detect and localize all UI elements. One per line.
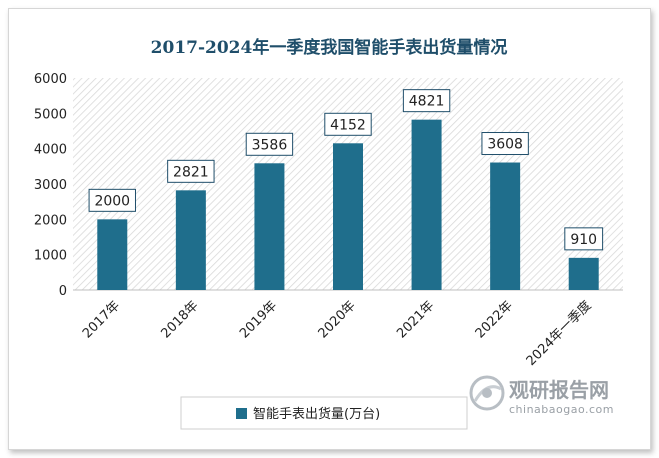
chart-svg: 2017-2024年一季度我国智能手表出货量情况 0 1000 2000 3000 40…: [34, 37, 623, 430]
legend-swatch: [236, 408, 247, 419]
data-label-box: [324, 112, 372, 136]
x-tick-label: 2020年: [316, 298, 359, 341]
x-tick-label: 2018年: [158, 298, 201, 341]
x-tick-label: 2024年一季度: [523, 298, 594, 369]
legend-box: [180, 396, 468, 430]
data-labels: 2000 2821 3586 4152 4821 3608 910: [88, 89, 604, 251]
x-tick-label: 2021年: [394, 298, 437, 341]
bar: [175, 190, 206, 290]
x-tick-label: 2019年: [237, 298, 280, 341]
watermark-brand: 观研报告网: [509, 378, 609, 402]
data-label-box: [564, 227, 604, 251]
y-tick-label: 1000: [34, 249, 67, 264]
bar-series: [97, 119, 599, 291]
bar: [490, 162, 521, 290]
data-label-box: [402, 89, 451, 113]
y-tick-label: 0: [59, 284, 67, 299]
y-tick-label: 6000: [34, 72, 67, 87]
data-label: 4821: [409, 94, 445, 110]
y-axis: 0 1000 2000 3000 4000 5000 6000: [34, 72, 67, 299]
chart-title: 2017-2024年一季度我国智能手表出货量情况: [151, 37, 508, 58]
legend-label: 智能手表出货量(万台): [253, 406, 380, 422]
watermark: 观研报告网 chinabaogao.com: [469, 375, 614, 416]
y-tick-label: 5000: [34, 107, 67, 122]
bar: [254, 163, 285, 290]
data-label-box: [245, 132, 294, 156]
data-label: 910: [570, 232, 597, 248]
chart-frame: 2017-2024年一季度我国智能手表出货量情况 0 1000 2000 3000 40…: [8, 8, 651, 450]
bar: [568, 257, 599, 290]
bar: [333, 143, 363, 290]
x-axis: 2017年 2018年 2019年 2020年 2021年 2022年 2024年一季度: [80, 298, 595, 369]
y-tick-label: 3000: [34, 178, 67, 193]
bar: [411, 119, 442, 291]
y-tick-label: 4000: [34, 143, 67, 158]
watermark-url: chinabaogao.com: [509, 403, 614, 416]
data-label-box: [481, 132, 529, 156]
watermark-logo-icon: [469, 375, 505, 411]
data-label-box: [88, 188, 136, 212]
data-label: 2000: [94, 193, 130, 209]
data-label: 2821: [173, 164, 209, 180]
bar: [97, 219, 128, 290]
data-label: 3586: [252, 137, 288, 153]
data-label: 4152: [330, 117, 366, 133]
x-tick-label: 2022年: [473, 298, 516, 341]
y-tick-label: 2000: [34, 213, 67, 228]
data-label: 3608: [487, 137, 523, 153]
x-tick-label: 2017年: [80, 298, 123, 341]
data-label-box: [167, 159, 215, 183]
legend: 智能手表出货量(万台): [180, 396, 468, 430]
